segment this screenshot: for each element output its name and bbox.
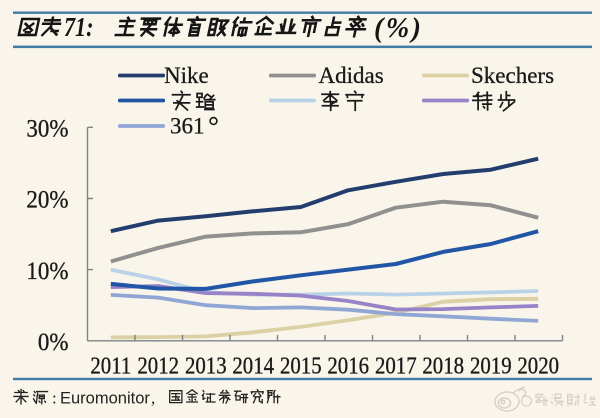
svg-text:Nike: Nike	[164, 63, 209, 88]
svg-text:2014: 2014	[232, 352, 274, 379]
svg-text:2016: 2016	[327, 352, 369, 379]
svg-text:10%: 10%	[26, 257, 68, 285]
svg-text:Skechers: Skechers	[471, 63, 554, 88]
svg-text:2011: 2011	[90, 352, 131, 379]
svg-text:(%): (%)	[374, 13, 423, 44]
svg-text:0%: 0%	[38, 328, 69, 356]
svg-text:30%: 30%	[26, 114, 68, 142]
svg-text:Adidas: Adidas	[319, 63, 384, 88]
svg-text:2018: 2018	[422, 352, 464, 379]
svg-text:2020: 2020	[517, 352, 559, 379]
svg-text:2019: 2019	[470, 352, 512, 379]
svg-text:2013: 2013	[185, 352, 227, 379]
svg-text:Euromonitor: Euromonitor	[60, 390, 150, 408]
svg-text:2017: 2017	[375, 352, 417, 379]
svg-text:20%: 20%	[26, 186, 68, 214]
svg-text:2012: 2012	[137, 352, 179, 379]
svg-text::: :	[52, 389, 57, 408]
svg-text:71:: 71:	[64, 13, 93, 43]
svg-text:361: 361	[170, 114, 205, 139]
svg-text:,: ,	[151, 389, 155, 408]
svg-text:2015: 2015	[280, 352, 322, 379]
